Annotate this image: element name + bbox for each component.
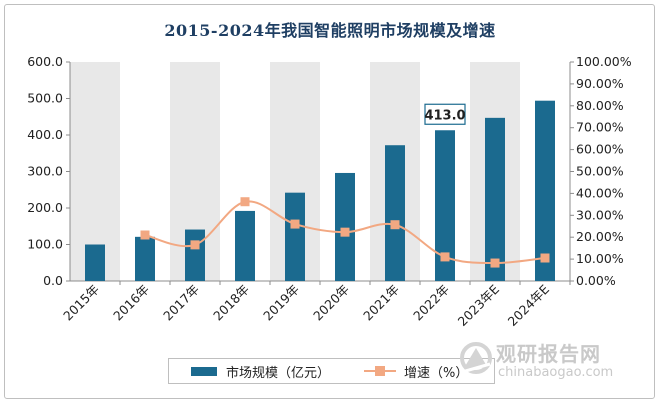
growth-point: [240, 197, 250, 207]
x-tick-label: 2015年: [60, 282, 102, 324]
chart-legend: 市场规模（亿元） 增速（%）: [168, 358, 495, 384]
growth-point: [390, 220, 400, 230]
bar: [385, 145, 405, 281]
y-right-tick-label: 10.00%: [576, 251, 624, 266]
data-label: 413.0: [424, 103, 466, 125]
watermark: 观研报告网 chinabaogao.com: [456, 334, 656, 394]
x-tick-label: 2021年: [360, 282, 402, 324]
y-left-tick-label: 200.0: [27, 200, 63, 215]
watermark-name: 观研报告网: [496, 342, 601, 366]
data-label-text: 413.0: [424, 108, 465, 123]
growth-point: [440, 252, 450, 262]
y-right-tick-label: 70.00%: [576, 120, 624, 135]
growth-point: [490, 258, 500, 268]
x-tick-label: 2017年: [160, 282, 202, 324]
x-tick-label: 2024年E: [505, 281, 553, 329]
y-right-tick-label: 0.00%: [576, 273, 616, 288]
watermark-url: chinabaogao.com: [498, 365, 614, 380]
legend-item-growth: 增速（%）: [330, 362, 468, 381]
watermark-logo-icon: [460, 342, 492, 374]
legend-item-market-size: 市场规模（亿元）: [169, 362, 330, 381]
y-left-tick-label: 400.0: [27, 127, 63, 142]
bar: [435, 130, 455, 281]
chart-title: 2015-2024年我国智能照明市场规模及增速: [164, 21, 496, 40]
y-right-tick-label: 80.00%: [576, 98, 624, 113]
y-right-tick-label: 60.00%: [576, 142, 624, 157]
y-right-tick-label: 20.00%: [576, 229, 624, 244]
bar: [235, 210, 255, 281]
legend-swatch-line: [364, 365, 397, 377]
y-right-tick-label: 50.00%: [576, 164, 624, 179]
bar: [185, 229, 205, 281]
x-tick-label: 2016年: [110, 282, 152, 324]
y-left-tick-label: 100.0: [27, 237, 63, 252]
y-right-tick-label: 40.00%: [576, 185, 624, 200]
x-tick-label: 2019年: [260, 282, 302, 324]
x-tick-label: 2022年: [410, 282, 452, 324]
y-left-tick-label: 300.0: [27, 164, 63, 179]
x-tick-label: 2023年E: [455, 281, 503, 329]
growth-point: [340, 227, 350, 237]
bar: [335, 172, 355, 281]
y-right-tick-label: 90.00%: [576, 76, 624, 91]
bar: [135, 236, 155, 281]
y-right-tick-label: 100.00%: [576, 54, 632, 69]
growth-point: [140, 230, 150, 240]
legend-label-growth: 增速（%）: [404, 365, 469, 381]
y-left-tick-label: 500.0: [27, 91, 63, 106]
bar: [535, 100, 555, 281]
growth-point: [190, 240, 200, 250]
legend-swatch-bar: [191, 366, 217, 376]
bar: [285, 192, 305, 281]
y-left-tick-label: 600.0: [27, 54, 63, 69]
x-tick-label: 2020年: [310, 282, 352, 324]
legend-label-market-size: 市场规模（亿元）: [226, 365, 331, 381]
y-right-tick-label: 30.00%: [576, 207, 624, 222]
y-left-tick-label: 0.0: [43, 273, 63, 288]
growth-point: [540, 253, 550, 263]
bar: [485, 117, 505, 281]
x-tick-label: 2018年: [210, 282, 252, 324]
growth-point: [290, 219, 300, 229]
bar: [85, 244, 105, 281]
data-label-box: [424, 103, 466, 125]
